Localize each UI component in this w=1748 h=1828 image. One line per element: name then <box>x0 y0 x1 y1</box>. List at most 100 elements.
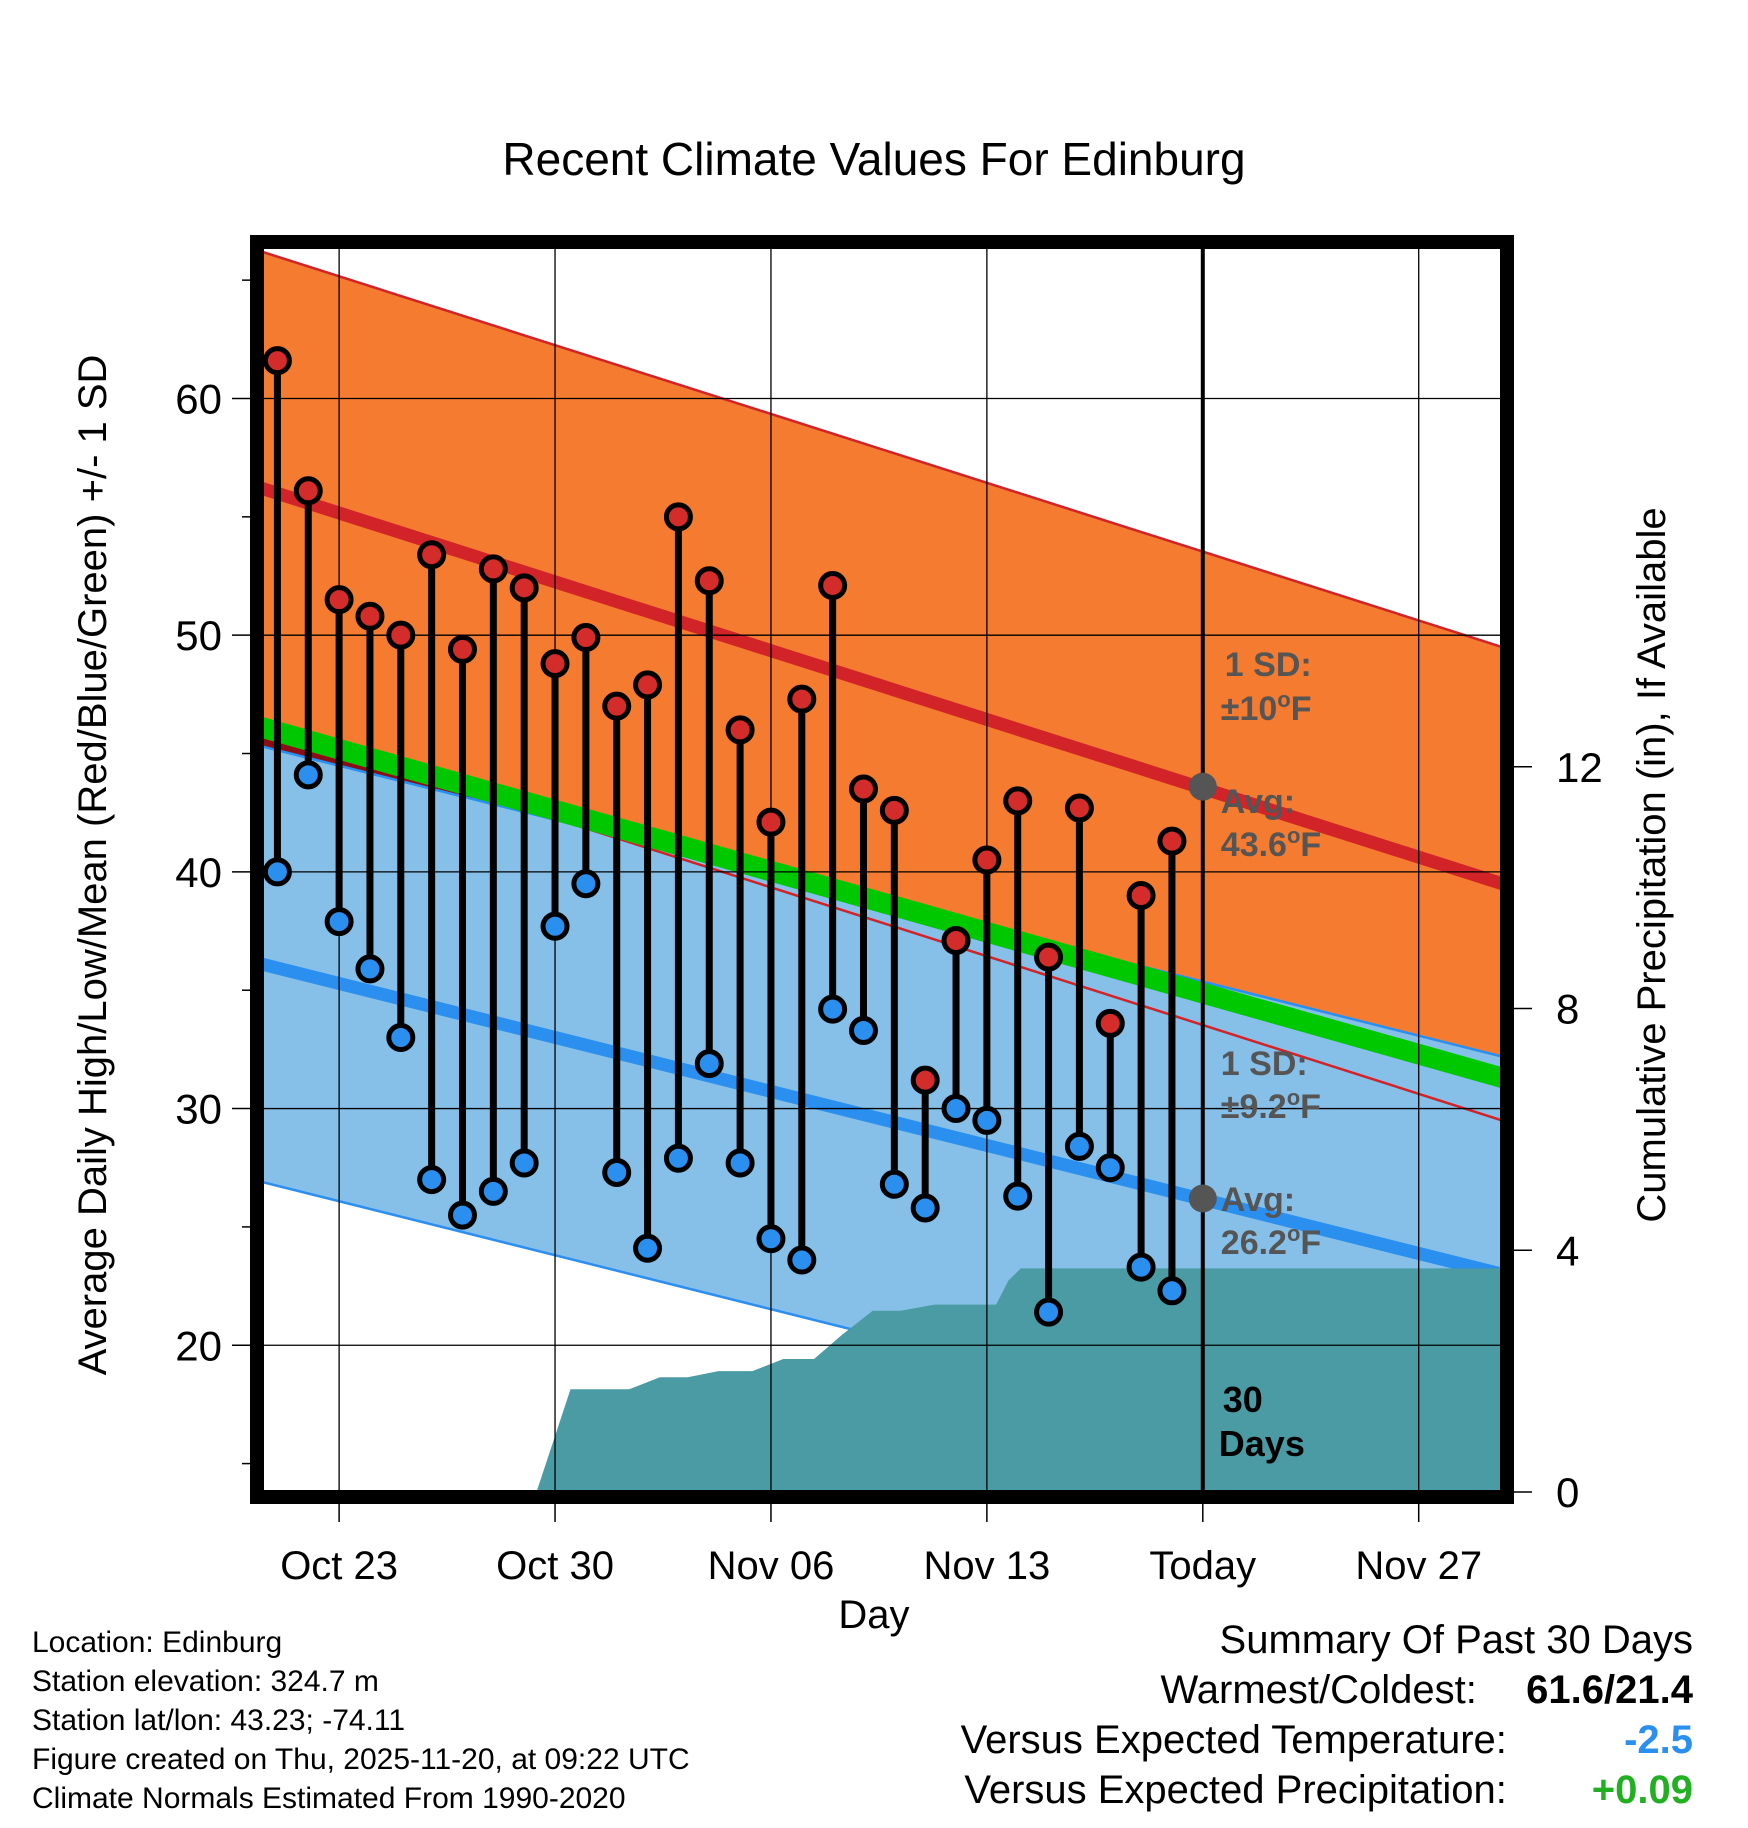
location-text: Location: Edinburg <box>32 1626 283 1659</box>
x-tick-label: Oct 23 <box>280 1544 398 1588</box>
daily-low-point <box>818 994 848 1024</box>
latlon-text: Station lat/lon: 43.23; -74.11 <box>32 1704 406 1737</box>
daily-low-point <box>417 1165 447 1195</box>
low-sd-value: ±9.2oF <box>1221 1085 1321 1126</box>
daily-low-point <box>355 954 385 984</box>
x-tick-label: Nov 06 <box>708 1544 835 1588</box>
plot-frame <box>250 235 1514 1504</box>
y-axis-right-label: Cumulative Precipitation (in), If Availa… <box>1630 507 1674 1222</box>
y-right-tick-label: 0 <box>1556 1469 1579 1516</box>
daily-low-point <box>972 1105 1002 1135</box>
elevation-text: Station elevation: 324.7 m <box>32 1665 379 1698</box>
daily-high-point <box>910 1065 940 1095</box>
daily-high-point <box>447 634 477 664</box>
daily-low-point <box>1003 1181 1033 1211</box>
y-left-tick-label: 20 <box>175 1322 222 1369</box>
summary-temp-row: Versus Expected Temperature: -2.5 <box>961 1715 1693 1765</box>
daily-low-point <box>602 1157 632 1187</box>
daily-low-point <box>540 911 570 941</box>
high-sd-label: 1 SD: <box>1225 646 1312 684</box>
summary-warmest-row: Warmest/Coldest: 61.6/21.4 <box>961 1665 1694 1715</box>
daily-high-point <box>1126 881 1156 911</box>
y-right-tick-label: 8 <box>1556 986 1579 1033</box>
daily-high-point <box>355 601 385 631</box>
created-text: Figure created on Thu, 2025-11-20, at 09… <box>32 1743 690 1776</box>
today-low-avg-marker <box>1188 1184 1217 1213</box>
summary-precip-row: Versus Expected Precipitation: +0.09 <box>961 1765 1693 1815</box>
daily-low-point <box>1034 1297 1064 1327</box>
daily-low-point <box>694 1049 724 1079</box>
y-left-tick-label: 40 <box>175 849 222 896</box>
x-tick-label: Oct 30 <box>496 1544 614 1588</box>
daily-low-point <box>571 869 601 899</box>
daily-low-point <box>879 1169 909 1199</box>
daily-high-point <box>694 566 724 596</box>
daily-high-point <box>633 670 663 700</box>
daily-high-point <box>602 691 632 721</box>
daily-low-point <box>910 1193 940 1223</box>
temp-value: -2.5 <box>1624 1718 1693 1762</box>
daily-high-point <box>787 684 817 714</box>
daily-low-point <box>509 1148 539 1178</box>
daily-low-point <box>324 907 354 937</box>
x-tick-label: Nov 27 <box>1355 1544 1482 1588</box>
daily-low-point <box>633 1233 663 1263</box>
daily-low-point <box>447 1200 477 1230</box>
high-avg-value: 43.6oF <box>1221 823 1321 864</box>
temp-label: Versus Expected Temperature: <box>960 1718 1507 1762</box>
daily-high-point <box>293 476 323 506</box>
daily-high-point <box>1003 786 1033 816</box>
daily-high-point <box>1095 1008 1125 1038</box>
daily-low-point <box>293 760 323 790</box>
warmest-value: 61.6/21.4 <box>1526 1668 1693 1712</box>
daily-low-point <box>478 1176 508 1206</box>
daily-high-point <box>417 540 447 570</box>
daily-high-point <box>1157 826 1187 856</box>
normal-low-line <box>262 957 1502 1281</box>
warmest-label: Warmest/Coldest: <box>1160 1668 1477 1712</box>
daily-high-point <box>818 570 848 600</box>
window-days-label: Days <box>1219 1423 1305 1464</box>
x-tick-label: Today <box>1149 1544 1256 1588</box>
daily-high-point <box>941 926 971 956</box>
normal-high-line <box>262 482 1502 890</box>
high-band-upper-edge <box>262 250 1502 649</box>
summary-title: Summary Of Past 30 Days <box>1219 1618 1693 1662</box>
low-sd-label: 1 SD: <box>1221 1045 1308 1083</box>
daily-high-point <box>848 774 878 804</box>
daily-low-point <box>1095 1153 1125 1183</box>
daily-high-point <box>725 715 755 745</box>
normal-mean-band <box>262 716 1502 1089</box>
daily-low-point <box>848 1015 878 1045</box>
daily-high-point <box>663 502 693 532</box>
y-right-tick-label: 4 <box>1556 1227 1579 1274</box>
summary-panel: Summary Of Past 30 Days Warmest/Coldest:… <box>961 1615 1693 1815</box>
daily-high-point <box>756 807 786 837</box>
precip-label: Versus Expected Precipitation: <box>964 1768 1507 1812</box>
daily-high-point <box>324 585 354 615</box>
daily-low-point <box>262 857 292 887</box>
daily-low-point <box>1157 1276 1187 1306</box>
y-axis-left-label: Average Daily High/Low/Mean (Red/Blue/Gr… <box>71 355 115 1376</box>
high-avg-label: Avg: <box>1221 783 1295 821</box>
daily-low-point <box>663 1143 693 1173</box>
daily-low-point <box>756 1224 786 1254</box>
chart-title: Recent Climate Values For Edinburg <box>502 133 1245 185</box>
daily-low-point <box>386 1023 416 1053</box>
cumulative-precip-area <box>262 1268 1502 1492</box>
low-avg-label: Avg: <box>1221 1181 1295 1219</box>
today-high-avg-marker <box>1188 772 1217 801</box>
daily-low-point <box>725 1148 755 1178</box>
daily-low-point <box>1064 1131 1094 1161</box>
precip-value: +0.09 <box>1591 1768 1693 1812</box>
window-days-value: 30 <box>1223 1379 1263 1420</box>
daily-high-point <box>478 554 508 584</box>
low-avg-value: 26.2oF <box>1221 1221 1321 1262</box>
daily-high-point <box>262 346 292 376</box>
y-left-tick-label: 50 <box>175 612 222 659</box>
daily-low-point <box>1126 1252 1156 1282</box>
daily-high-point <box>540 649 570 679</box>
y-right-tick-label: 12 <box>1556 744 1603 791</box>
